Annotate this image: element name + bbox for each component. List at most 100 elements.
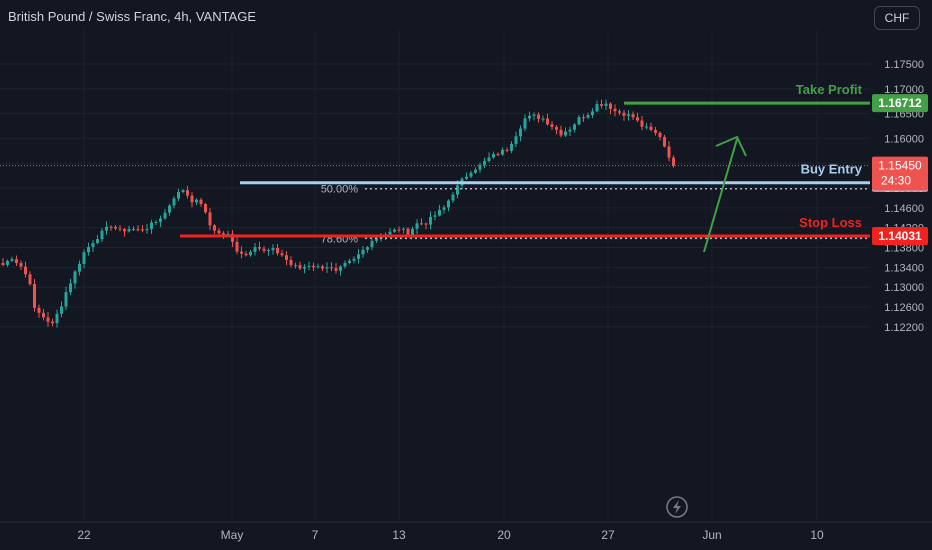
- candle-body: [334, 268, 338, 271]
- candle-body: [487, 157, 491, 162]
- candle-body: [469, 172, 473, 177]
- candle-body: [600, 104, 603, 106]
- candle-body: [172, 198, 176, 206]
- candle-body: [523, 118, 527, 129]
- time-tick-label: 27: [601, 528, 615, 542]
- candle-body: [136, 229, 140, 231]
- candle-body: [357, 254, 360, 259]
- candle-body: [609, 103, 612, 109]
- candle-body: [505, 149, 509, 151]
- candle-body: [222, 233, 225, 235]
- arrow-head: [715, 135, 747, 157]
- candle-body: [343, 262, 347, 267]
- candle-body: [195, 199, 198, 203]
- candle-body: [190, 195, 194, 203]
- time-tick-label: 22: [77, 528, 91, 542]
- currency-button[interactable]: CHF: [874, 6, 920, 30]
- candle-body: [519, 128, 522, 137]
- candle-body: [240, 251, 243, 254]
- candle-body: [370, 240, 374, 248]
- candle-body: [388, 231, 392, 235]
- candle-body: [586, 115, 590, 118]
- candle-body: [591, 111, 594, 116]
- candle-body: [82, 252, 86, 264]
- price-tick-label: 1.17000: [884, 84, 924, 96]
- candle-body: [442, 207, 446, 210]
- candle-body: [537, 114, 540, 119]
- candle-body: [303, 266, 306, 269]
- candle-body: [348, 260, 351, 263]
- candle-body: [339, 266, 342, 271]
- candle-body: [132, 229, 135, 231]
- candle-body: [636, 117, 639, 121]
- candle-body: [514, 136, 518, 144]
- candle-body: [280, 253, 284, 256]
- candle-body: [447, 200, 450, 208]
- candle-body: [10, 259, 14, 261]
- candle-body: [402, 228, 405, 230]
- candle-body: [208, 212, 212, 226]
- candle-body: [595, 104, 599, 112]
- candle-body: [424, 223, 428, 225]
- candle-body: [298, 265, 302, 269]
- candle-body: [397, 229, 401, 231]
- candle-body: [667, 146, 671, 158]
- candle-body: [51, 321, 54, 324]
- candle-body: [406, 228, 410, 235]
- candle-body: [321, 266, 324, 269]
- price-badge: [872, 227, 928, 246]
- fib-level-label: 50.00%: [321, 184, 359, 196]
- bar-countdown: 24:30: [881, 174, 911, 188]
- candle-body: [159, 218, 162, 222]
- candle-body: [582, 117, 585, 119]
- candle-body: [465, 176, 468, 179]
- candle-body: [118, 228, 122, 230]
- candle-body: [577, 117, 581, 125]
- price-tick-label: 1.13400: [884, 262, 924, 274]
- arrow-shaft: [703, 138, 738, 253]
- candle-body: [1, 262, 5, 265]
- candle-body: [168, 205, 171, 213]
- time-tick-label: Jun: [702, 528, 721, 542]
- price-axis: [870, 30, 932, 550]
- candle-body: [411, 228, 414, 235]
- candle-body: [262, 248, 266, 251]
- candle-body: [672, 157, 675, 166]
- candle-body: [271, 247, 275, 251]
- candle-body: [555, 126, 558, 130]
- candle-body: [33, 284, 36, 308]
- candle-body: [249, 251, 252, 256]
- candle-body: [325, 267, 329, 269]
- time-tick-label: 20: [497, 528, 511, 542]
- candle-body: [451, 194, 455, 201]
- candle-body: [550, 124, 554, 127]
- candle-body: [24, 266, 27, 275]
- candle-body: [213, 225, 216, 231]
- price-tick-label: 1.16000: [884, 133, 924, 145]
- last-price-badge: [872, 156, 928, 191]
- candle-body: [289, 259, 293, 266]
- candle-body: [235, 241, 239, 252]
- candle-body: [352, 258, 356, 261]
- candle-body: [415, 223, 419, 229]
- candle-body: [613, 108, 617, 112]
- candle-body: [316, 266, 320, 268]
- candle-body: [438, 209, 441, 216]
- candle-body: [60, 306, 63, 314]
- candle-body: [258, 247, 261, 249]
- annotation-label: Stop Loss: [799, 215, 862, 230]
- price-badge-label: 1.14031: [878, 229, 922, 243]
- candle-body: [73, 271, 77, 284]
- candle-body: [312, 265, 315, 268]
- candle-body: [217, 230, 221, 234]
- candle-body: [393, 229, 396, 232]
- candle-body: [78, 263, 81, 272]
- candle-body: [109, 226, 113, 228]
- candle-body: [96, 239, 99, 244]
- candle-body: [37, 307, 41, 313]
- lightning-bolt-icon[interactable]: [666, 496, 688, 518]
- candle-body: [510, 143, 513, 151]
- candle-body: [649, 126, 653, 130]
- candle-body: [433, 215, 437, 217]
